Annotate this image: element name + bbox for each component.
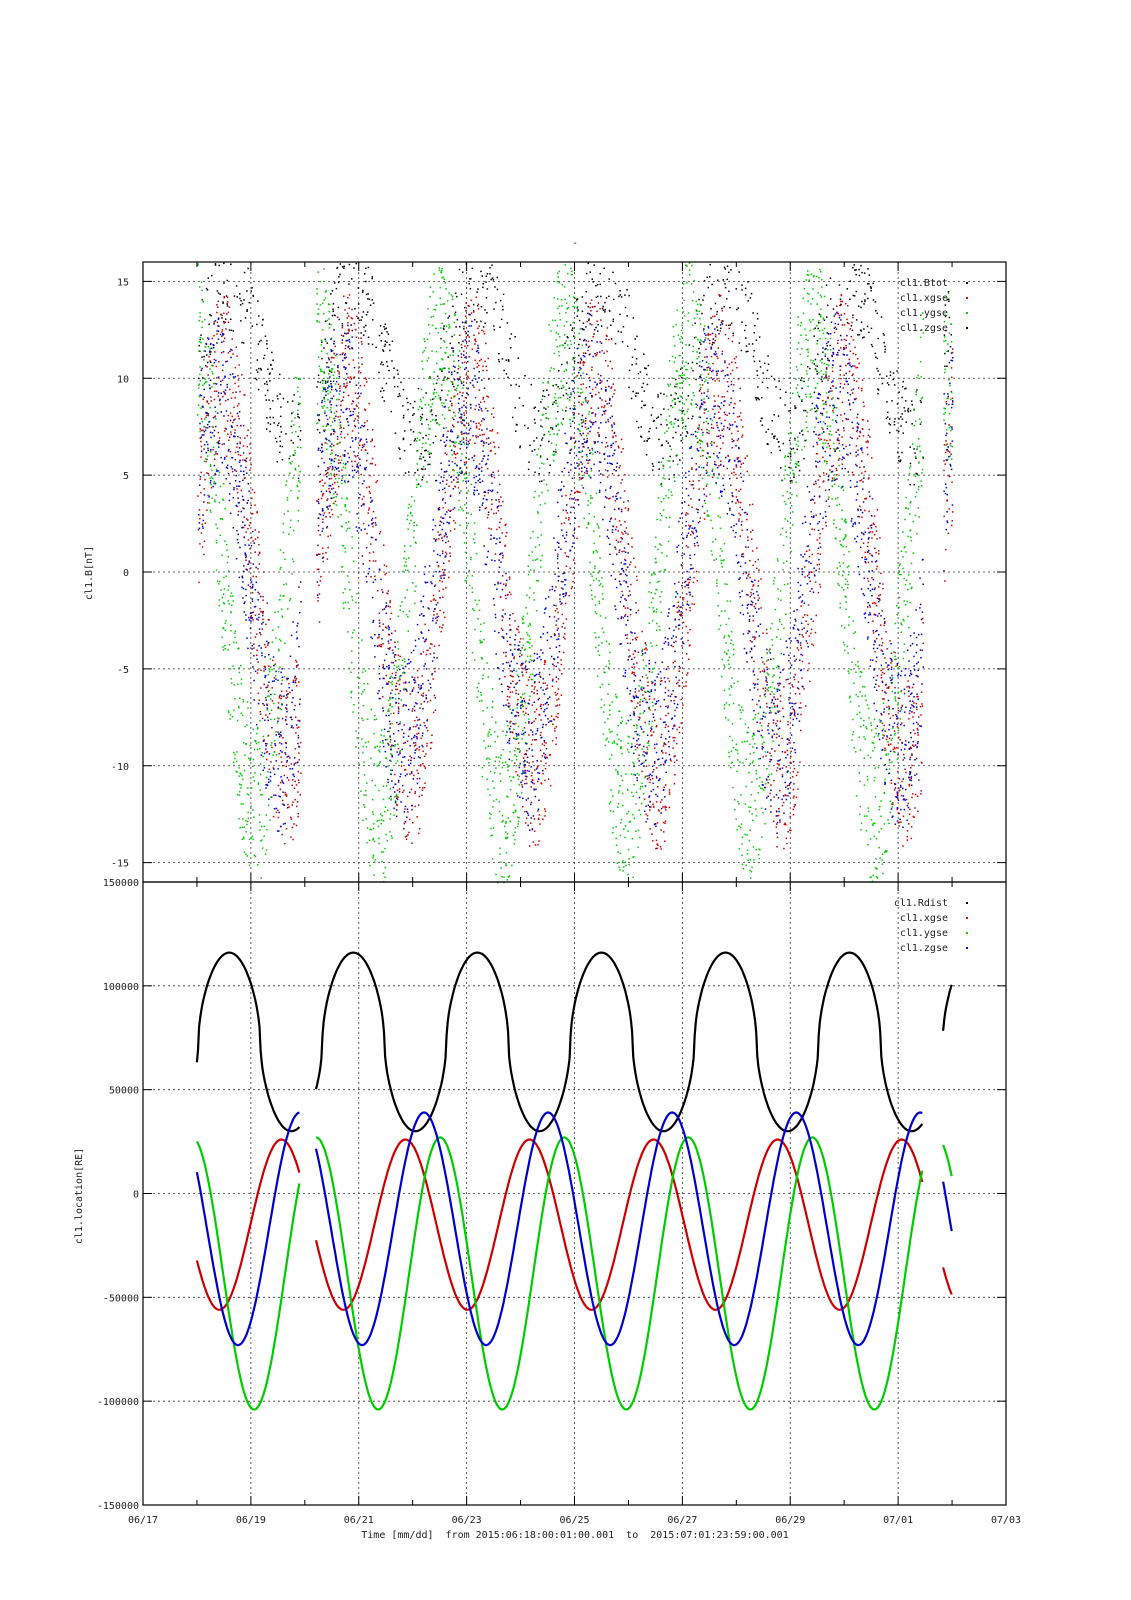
x-tick-label: 06/19 — [236, 1515, 266, 1526]
top-legend-label: cl1.xgse — [900, 293, 948, 304]
top-y-tick-label: 5 — [123, 471, 129, 482]
x-tick-label: 06/23 — [452, 1515, 482, 1526]
bottom-x-ticks: 06/17 06/19 06/21 06/23 06/25 06/27 06/29 07/01… — [128, 882, 1021, 1526]
series-line-cl1-ygse — [315, 1136, 924, 1411]
x-tick-label: 06/27 — [667, 1515, 697, 1526]
series-line-cl1-xgse — [195, 1138, 301, 1311]
series-line-cl1-zgse — [195, 1111, 300, 1347]
bottom-series-lines — [195, 951, 953, 1411]
top-legend: cl1.Btot cl1.xgse cl1.ygse cl1.zgse — [900, 278, 968, 334]
bottom-y-tick-label: 100000 — [103, 982, 139, 993]
x-tick-label: 07/03 — [991, 1515, 1021, 1526]
series-line-cl1-ygse — [942, 1144, 953, 1177]
x-tick-label: 07/01 — [883, 1515, 913, 1526]
x-tick-label: 06/17 — [128, 1515, 158, 1526]
bottom-gridlines — [143, 882, 1006, 1505]
scatter-series-cl1-zgse — [198, 311, 954, 834]
top-panel: - 15 10 5 0 -5 -10 -15 cl1.Btot cl1.xgse cl1.ygs… — [84, 238, 1007, 884]
series-line-cl1-zgse — [314, 1111, 923, 1347]
x-tick-label: 06/25 — [559, 1515, 589, 1526]
top-y-tick-label: 0 — [123, 568, 129, 579]
bottom-legend-label: cl1.ygse — [900, 928, 948, 939]
top-chart-title: - — [572, 238, 578, 249]
bottom-y-tick-label: 50000 — [109, 1086, 139, 1097]
top-legend-marker — [966, 327, 968, 329]
series-line-cl1-xgse — [314, 1138, 924, 1311]
bottom-y-tick-label: 150000 — [103, 878, 139, 889]
bottom-legend-marker — [966, 947, 968, 949]
top-y-tick-label: -5 — [117, 665, 129, 676]
top-y-axis-label: cl1.B[nT] — [84, 546, 95, 600]
bottom-y-ticks: 150000 100000 50000 0 -50000 -100000 -150000 — [97, 878, 1006, 1512]
bottom-legend-label: cl1.zgse — [900, 943, 948, 954]
scatter-series-cl1-ygse — [197, 262, 954, 884]
bottom-panel: 150000 100000 50000 0 -50000 -100000 -150000 0… — [74, 878, 1021, 1541]
top-y-tick-label: 15 — [117, 277, 129, 288]
bottom-y-tick-label: -100000 — [97, 1397, 139, 1408]
top-y-tick-label: 10 — [117, 374, 129, 385]
bottom-legend: cl1.Rdist cl1.xgse cl1.ygse cl1.zgse — [894, 898, 968, 954]
bottom-y-axis-label: cl1.location[RE] — [74, 1148, 85, 1244]
bottom-y-tick-label: -50000 — [103, 1293, 139, 1304]
top-gridlines — [143, 262, 1006, 882]
series-line-cl1-Rdist — [942, 984, 953, 1031]
series-line-cl1-ygse — [195, 1140, 301, 1411]
top-legend-label: cl1.ygse — [900, 308, 948, 319]
series-line-cl1-Rdist — [314, 951, 924, 1133]
x-tick-label: 06/29 — [775, 1515, 805, 1526]
bottom-y-tick-label: 0 — [133, 1190, 139, 1201]
bottom-plot-frame — [142, 881, 1007, 1506]
bottom-legend-label: cl1.xgse — [900, 913, 948, 924]
bottom-legend-label: cl1.Rdist — [894, 898, 948, 909]
series-line-cl1-Rdist — [195, 951, 301, 1133]
bottom-legend-marker — [966, 932, 968, 934]
top-legend-label: cl1.zgse — [900, 323, 948, 334]
top-y-tick-label: -15 — [111, 859, 129, 870]
bottom-x-axis-label: Time [mm/dd] from 2015:06:18:00:01:00.00… — [361, 1530, 788, 1541]
top-legend-label: cl1.Btot — [900, 278, 948, 289]
bottom-y-tick-label: -150000 — [97, 1501, 139, 1512]
x-tick-label: 06/21 — [344, 1515, 374, 1526]
series-line-cl1-zgse — [942, 1181, 953, 1232]
bottom-legend-marker — [966, 917, 968, 919]
top-y-tick-label: -10 — [111, 762, 129, 773]
scatter-series-cl1-Btot — [197, 262, 952, 486]
bottom-legend-marker — [966, 902, 968, 904]
top-y-ticks: 15 10 5 0 -5 -10 -15 — [111, 277, 1006, 870]
series-line-cl1-xgse — [942, 1267, 953, 1295]
top-legend-marker — [966, 297, 968, 299]
top-scatter-points — [197, 262, 954, 884]
top-legend-marker — [966, 282, 968, 284]
top-legend-marker — [966, 312, 968, 314]
